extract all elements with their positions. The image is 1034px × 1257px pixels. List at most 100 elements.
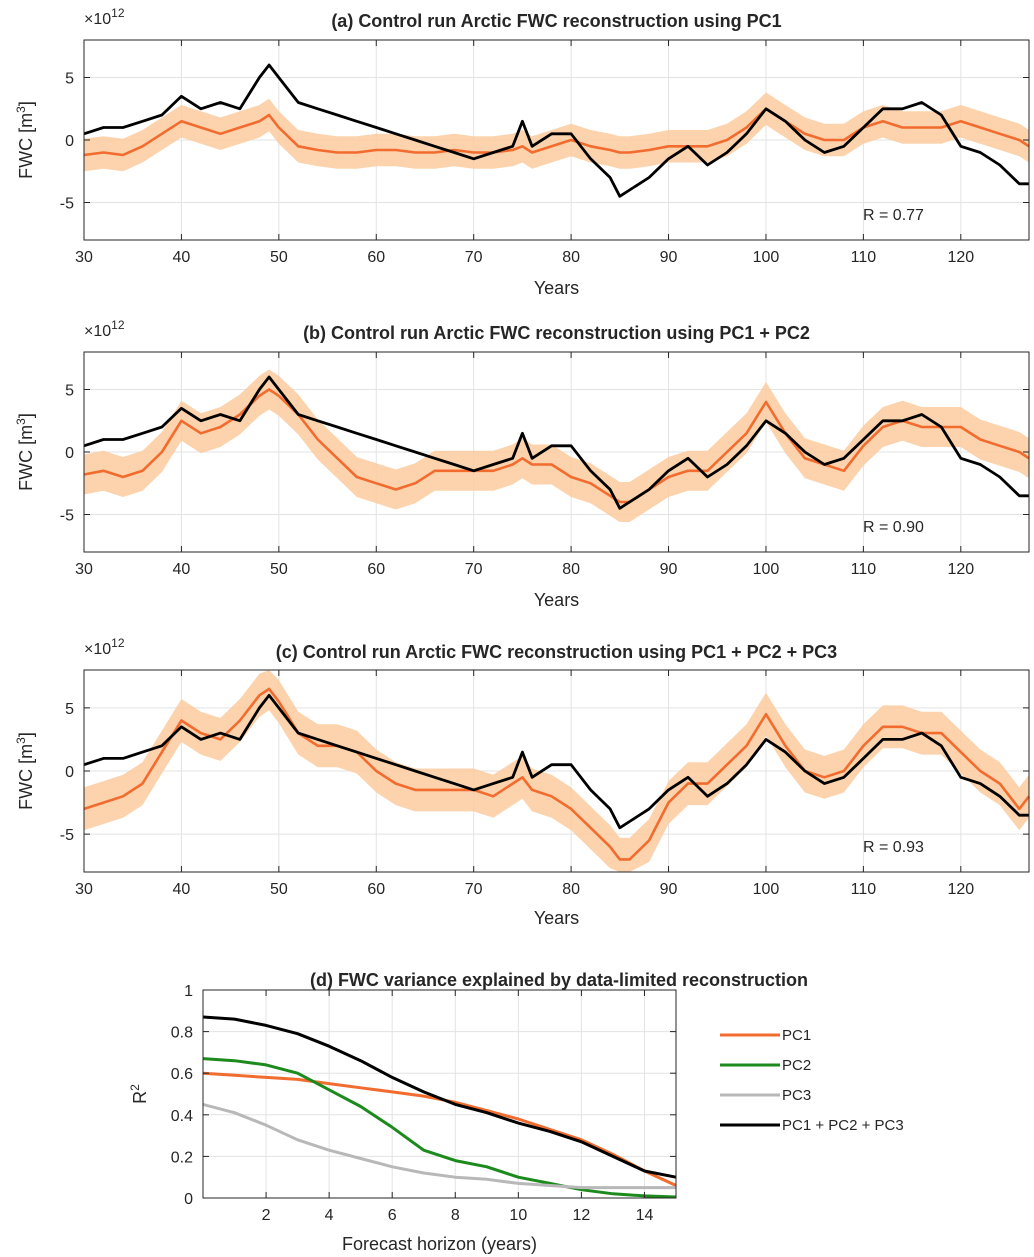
y-label-sup: 3 [14,737,28,744]
x-axis-label: Years [534,908,579,928]
x-tick-label: 80 [562,881,580,898]
series-line-reconstruction [83,687,1031,861]
axes-frame-d [202,989,677,1199]
panel-a: 30 40 50 60 70 80 90 100 110 120 -5 0 5 (a) Control r… [14,6,1030,298]
y-axis-label: FWC [m3] [14,732,36,810]
y-label-main: FWC [m [16,113,36,179]
y-tick-label: 0.2 [171,1149,193,1166]
x-tick-label: 120 [947,881,974,898]
x-tick-label: 60 [367,561,385,578]
y-exponent-label: ×1012 [84,6,125,28]
series-line-reconstruction [83,107,1030,157]
x-tick-label: 6 [388,1207,397,1224]
x-tick-label: 70 [465,249,483,266]
series-line-pc1-pc2-pc3 [202,1015,677,1179]
chart-title: (c) Control run Arctic FWC reconstructio… [276,642,837,662]
x-tick-label: 40 [173,881,191,898]
x-tick-label: 110 [851,881,877,898]
y-tick-label: -5 [60,196,74,213]
y-tick-label: 0.4 [171,1108,193,1125]
y-label-close: ] [16,101,36,106]
y-tick-label: 0 [65,133,74,150]
series-line-pc3 [202,1102,676,1190]
y-exponent-power: 12 [111,636,125,650]
x-tick-label: 70 [465,561,483,578]
series-line-pc2 [202,1057,677,1199]
x-tick-label: 60 [367,881,385,898]
y-exponent-power: 12 [111,318,125,332]
x-tick-label: 30 [75,881,93,898]
x-tick-label: 100 [753,249,780,266]
x-tick-label: 50 [270,881,288,898]
x-axis-label: Forecast horizon (years) [342,1234,537,1254]
correlation-annotation: R = 0.90 [863,519,924,536]
panel-d: 2 4 6 8 10 12 14 0 0.2 0.4 0.6 0.8 1 (d) FWC variance… [128,970,904,1254]
series-line-truth [83,375,1029,510]
y-tick-label: -5 [60,827,74,844]
x-tick-label: 90 [660,561,678,578]
x-tick-label: 120 [947,561,974,578]
y-exponent-label: ×1012 [84,318,125,340]
x-tick-label: 12 [573,1207,591,1224]
plot-area-d [203,990,676,1198]
series-line-truth [83,63,1029,198]
y-axis-label: R2 [128,1084,150,1104]
x-tick-label: 100 [753,881,780,898]
y-label-close: ] [16,413,36,418]
chart-title: (a) Control run Arctic FWC reconstructio… [331,11,781,31]
x-axis-label: Years [534,278,579,298]
legend: PC1 PC2 PC3 PC1 + PC2 + PC3 [720,1027,904,1134]
x-tick-label: 90 [660,881,678,898]
x-tick-label: 80 [562,561,580,578]
x-tick-label: 40 [173,561,191,578]
x-tick-label: 4 [325,1207,334,1224]
y-label-main: R [130,1091,150,1104]
y-label-sup: 2 [128,1084,142,1091]
correlation-annotation: R = 0.77 [863,207,924,224]
legend-label: PC3 [782,1087,811,1104]
y-tick-label: 5 [65,71,74,88]
x-tick-label: 110 [851,249,877,266]
x-tick-label: 100 [753,561,780,578]
legend-label: PC1 + PC2 + PC3 [782,1117,904,1134]
x-tick-label: 120 [947,249,974,266]
x-tick-label: 30 [75,249,93,266]
y-exponent-base: ×10 [84,11,111,28]
x-tick-label: 110 [851,561,877,578]
legend-label: PC2 [782,1057,811,1074]
x-tick-label: 14 [636,1207,654,1224]
y-label-sup: 3 [14,106,28,113]
y-tick-label: 0 [65,445,74,462]
y-tick-label: 5 [65,701,74,718]
chart-title: (b) Control run Arctic FWC reconstructio… [303,323,810,343]
y-exponent-power: 12 [111,6,125,20]
y-label-main: FWC [m [16,425,36,491]
x-tick-label: 70 [465,881,483,898]
correlation-annotation: R = 0.93 [863,839,924,856]
x-tick-label: 90 [660,249,678,266]
x-axis-label: Years [534,590,579,610]
x-tick-label: 8 [451,1207,460,1224]
x-tick-label: 2 [262,1207,271,1224]
series-line-truth [83,693,1029,830]
panel-b: 30 40 50 60 70 80 90 100 110 120 -5 0 5 (b) Control r… [14,318,1030,610]
panel-c: 30 40 50 60 70 80 90 100 110 120 -5 0 5 (c) Control r… [14,636,1031,928]
y-axis-label: FWC [m3] [14,413,36,491]
x-tick-label: 30 [75,561,93,578]
legend-label: PC1 [782,1027,811,1044]
y-label-sup: 3 [14,418,28,425]
y-tick-label: 0 [184,1191,193,1208]
x-tick-label: 10 [509,1207,527,1224]
y-exponent-label: ×1012 [84,636,125,658]
y-tick-label: 0 [65,764,74,781]
chart-title: (d) FWC variance explained by data-limit… [310,970,808,990]
y-tick-label: 0.8 [171,1025,193,1042]
y-label-main: FWC [m [16,744,36,810]
y-exponent-base: ×10 [84,641,111,658]
y-axis-label: FWC [m3] [14,101,36,179]
y-tick-label: -5 [60,508,74,525]
y-tick-label: 1 [184,983,193,1000]
x-tick-label: 80 [562,249,580,266]
y-tick-label: 0.6 [171,1066,193,1083]
